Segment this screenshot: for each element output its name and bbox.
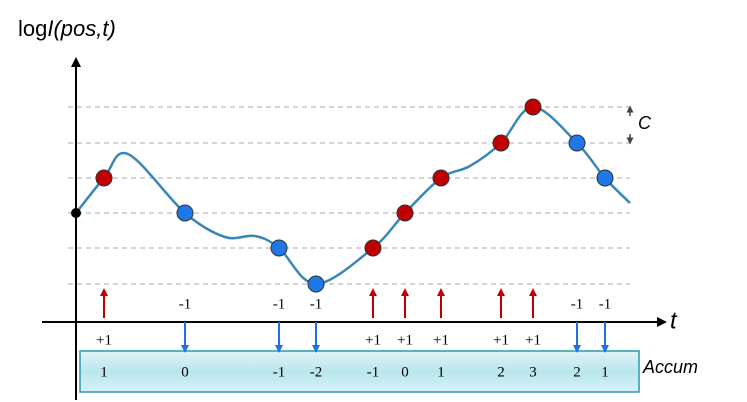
event-label: -1 [179,296,192,312]
accum-value: 0 [181,364,189,380]
log-intensity-curve [75,105,631,286]
event-label: -1 [599,296,612,312]
event-label: +1 [96,332,112,348]
accum-box [79,350,640,393]
events: +1 1 -1 0 -1 -1 -1 -2 +1 -1 +1 0 +1 1 +1 2 +1 3 -1 2 -1 1 [95,98,614,380]
event-label: +1 [397,332,413,348]
y-axis-title: logI(pos,t) [18,16,116,41]
event-label: -1 [571,296,584,312]
accum-value: 2 [573,364,581,380]
accum-value: 1 [100,364,108,380]
event-point [307,275,325,293]
event-point [432,169,450,187]
event-point [568,134,586,152]
accum-value: 2 [497,364,505,380]
x-axis-title: t [670,307,678,334]
accum-value: 3 [529,364,537,380]
accum-value: 1 [601,364,609,380]
event-point [95,169,113,187]
event-label: -1 [273,296,286,312]
event-point [596,169,614,187]
accum-value: 0 [401,364,409,380]
accum-value: 1 [437,364,445,380]
event-label: +1 [433,332,449,348]
event-point [492,134,510,152]
event-label: -1 [310,296,323,312]
accum-value: -1 [273,364,286,380]
accum-value: -2 [310,364,323,380]
event-label: +1 [365,332,381,348]
event-label: +1 [525,332,541,348]
event-point [396,204,414,222]
threshold-label: C [638,113,652,133]
event-label: +1 [493,332,509,348]
title-prefix: log [18,16,47,41]
event-point [270,239,288,257]
level-lines [68,106,630,285]
accum-label: Accum [642,357,698,377]
start-point [71,208,81,218]
event-point [176,204,194,222]
title-italic: I(pos,t) [47,16,115,41]
event-point [364,239,382,257]
accum-value: -1 [367,364,380,380]
event-point [524,98,542,116]
